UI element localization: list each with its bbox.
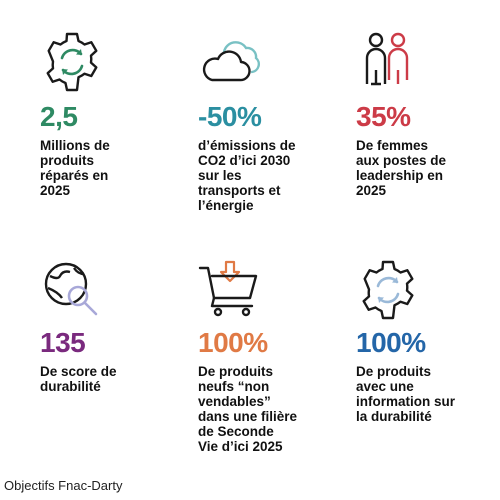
image-caption: Objectifs Fnac-Darty: [4, 478, 123, 493]
stat-description: De produits avec une information sur la …: [356, 364, 456, 424]
stat-card-second-life: 100% De produits neufs “non vendables” d…: [198, 258, 348, 468]
gear-refresh-icon: [356, 258, 420, 322]
stat-value: 100%: [356, 327, 426, 358]
stat-value: 135: [40, 327, 86, 358]
stat-value: 2,5: [40, 101, 78, 132]
stat-value: 100%: [198, 327, 268, 358]
stat-card-women-leadership: 35% De femmes aux postes de leadership e…: [356, 30, 500, 230]
people-icon: [356, 30, 420, 94]
stat-value: -50%: [198, 101, 262, 132]
stat-value: 35%: [356, 101, 411, 132]
gear-refresh-icon: [40, 30, 104, 94]
stat-card-emissions: -50% d’émissions de CO2 d’ici 2030 sur l…: [198, 30, 348, 230]
stat-description: d’émissions de CO2 d’ici 2030 sur les tr…: [198, 138, 296, 213]
globe-search-icon: [40, 258, 104, 322]
stat-card-durability-score: 135 De score de durabilité: [40, 258, 190, 468]
shopping-cart-icon: [198, 258, 262, 322]
cloud-icon: [198, 30, 262, 94]
stat-card-durability-info: 100% De produits avec une information su…: [356, 258, 500, 468]
stat-description: De produits neufs “non vendables” dans u…: [198, 364, 298, 454]
stat-description: De femmes aux postes de leadership en 20…: [356, 138, 447, 198]
stat-description: De score de durabilité: [40, 364, 117, 394]
stat-card-repaired-products: 2,5 Millions de produits réparés en 2025: [40, 30, 190, 230]
stat-description: Millions de produits réparés en 2025: [40, 138, 110, 198]
